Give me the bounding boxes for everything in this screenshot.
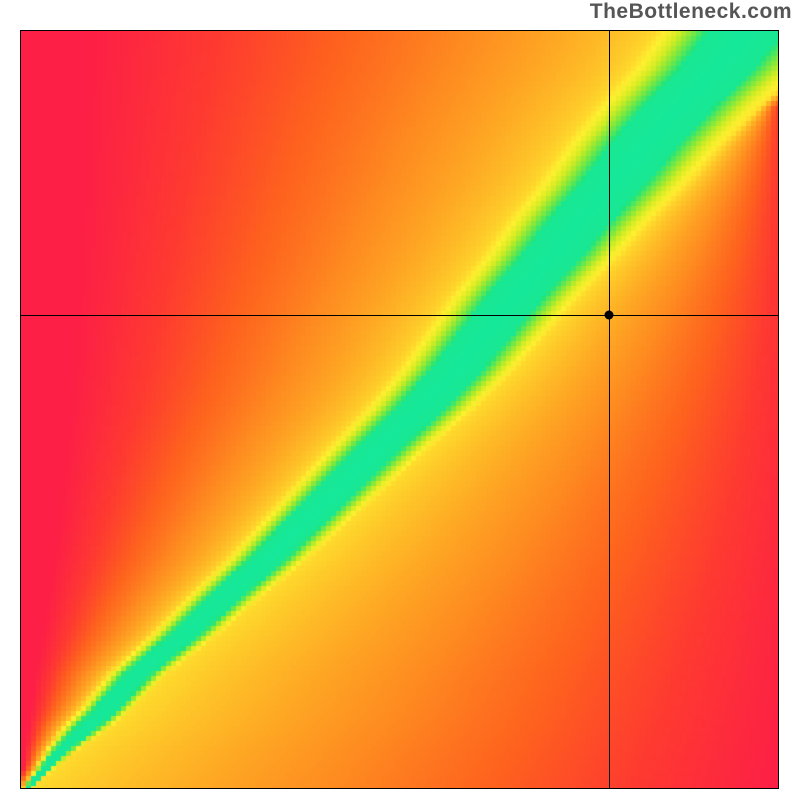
- watermark-text: TheBottleneck.com: [590, 0, 792, 24]
- selection-marker[interactable]: [605, 311, 614, 320]
- crosshair-vertical: [609, 31, 610, 788]
- chart-frame: [20, 30, 779, 789]
- crosshair-horizontal: [21, 315, 778, 316]
- bottleneck-heatmap: [21, 31, 778, 788]
